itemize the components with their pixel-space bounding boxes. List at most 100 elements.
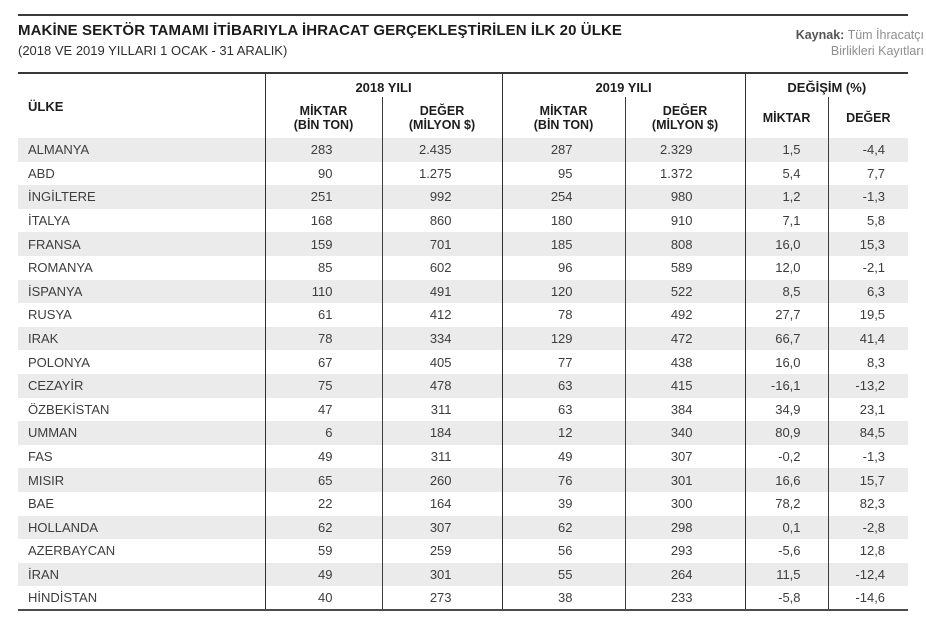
header-line-label: DEĞER [662,103,708,118]
source-text-2: Birlikleri Kayıtları [830,44,924,58]
table-row: FRANSA 159 701 185 808 16,0 15,3 [18,232,909,256]
change-miktar-cell: 80,9 [744,421,829,445]
deger-2018-cell: 273 [381,586,503,610]
change-miktar-cell: 16,6 [744,468,829,492]
deger-2018-cell: 491 [381,279,503,304]
change-miktar-cell: -5,8 [744,586,829,610]
miktar-2018-cell: 61 [264,303,382,327]
country-cell: BAE [28,496,55,512]
export-table: ÜLKE 2018 YILI 2019 YILI DEĞİŞİM (%) MİK… [18,72,909,611]
miktar-2018-cell: 47 [264,397,382,422]
table-row: İRAN 49 301 55 264 11,5 -12,4 [18,562,909,587]
change-miktar-cell: -0,2 [744,444,829,469]
table-row: UMMAN 6 184 12 340 80,9 84,5 [18,421,909,445]
table-row: ROMANYA 85 602 96 589 12,0 -2,1 [18,255,909,280]
change-miktar-cell: -5,6 [744,539,829,563]
change-deger-cell: 84,5 [827,421,909,445]
column-header-2018-miktar: MİKTAR (BİN TON) [264,97,382,138]
miktar-2019-cell: 78 [501,303,626,327]
change-deger-cell: -14,6 [827,586,909,610]
change-deger-cell: 12,8 [827,539,909,563]
deger-2019-cell: 1.372 [624,161,746,186]
miktar-2018-cell: 75 [264,373,382,398]
country-cell: ALMANYA [18,138,265,162]
change-deger-cell: 6,3 [827,279,909,304]
country-cell: IRAK [18,326,265,351]
change-deger-cell: 15,7 [827,468,909,492]
miktar-2018-cell: 62 [264,515,382,540]
change-deger-cell: -2,8 [827,515,909,540]
deger-2018-cell: 301 [381,562,503,587]
miktar-2018-cell: 283 [264,138,382,162]
miktar-2018-cell: 6 [264,421,382,445]
change-miktar-cell: 12,0 [744,255,829,280]
deger-2019-cell: 293 [624,539,746,563]
deger-2019-cell: 2.329 [624,138,746,162]
deger-2019-cell: 415 [624,373,746,398]
table-row: İSPANYA 110 491 120 522 8,5 6,3 [18,279,909,304]
miktar-2018-cell: 49 [264,562,382,587]
deger-2018-cell: 307 [381,515,503,540]
deger-2018-cell: 260 [381,468,503,492]
miktar-2018-cell: 85 [264,255,382,280]
title-block: MAKİNE SEKTÖR TAMAMI İTİBARIYLA İHRACAT … [18,22,718,58]
column-header-country: ÜLKE [18,73,265,138]
header-line-unit: (BİN TON) [533,117,594,132]
country-cell: RUSYA [28,307,72,323]
deger-2018-cell: 992 [381,185,503,209]
header-line-unit: (BİN TON) [293,117,354,132]
change-deger-cell: 5,8 [827,208,909,233]
column-group-2019: 2019 YILI [501,73,746,97]
deger-2018-cell: 184 [381,421,503,445]
miktar-2019-cell: 39 [501,491,626,516]
change-miktar-cell: 66,7 [744,326,829,351]
change-miktar-cell: 0,1 [744,515,829,540]
miktar-2018-cell: 78 [264,326,382,351]
miktar-2019-cell: 63 [501,373,626,398]
change-deger-cell: 7,7 [827,161,909,186]
deger-2019-cell: 589 [624,255,746,280]
deger-2018-cell: 602 [381,255,503,280]
deger-2018-cell: 412 [381,303,503,327]
deger-2019-cell: 264 [624,562,746,587]
deger-2019-cell: 438 [624,350,746,374]
page-subtitle: (2018 VE 2019 YILLARI 1 OCAK - 31 ARALIK… [18,43,288,58]
column-group-2018: 2018 YILI [264,73,503,97]
country-cell: HİNDİSTAN [28,590,98,606]
deger-2019-cell: 298 [624,515,746,540]
change-miktar-cell: 8,5 [744,279,829,304]
table-row: MISIR 65 260 76 301 16,6 15,7 [18,468,909,492]
header-line-label: MİKTAR [299,103,348,118]
miktar-2019-cell: 77 [501,350,626,374]
change-miktar-cell: 7,1 [744,208,829,233]
source-text-1: Tüm İhracatçı [847,28,924,42]
column-header-2018-deger: DEĞER (MİLYON $) [381,97,503,138]
change-miktar-cell: 5,4 [744,161,829,186]
country-cell: MISIR [18,468,265,492]
column-header-change-deger: DEĞER [827,97,909,138]
miktar-2019-cell: 96 [501,255,626,280]
deger-2019-cell: 472 [624,326,746,351]
miktar-2019-cell: 185 [501,232,626,256]
country-cell: CEZAYİR [18,373,265,398]
miktar-2019-cell: 56 [501,539,626,563]
miktar-2018-cell: 40 [264,586,382,610]
deger-2018-cell: 405 [381,350,503,374]
deger-2018-cell: 860 [381,208,503,233]
deger-2019-cell: 233 [624,586,746,610]
source-note: Kaynak: Tüm İhracatçı Birlikleri Kayıtla… [796,27,924,59]
group-header-row: ÜLKE 2018 YILI 2019 YILI DEĞİŞİM (%) [18,73,909,138]
deger-2019-cell: 384 [624,397,746,422]
country-cell: FAS [28,449,53,465]
deger-2018-cell: 2.435 [381,138,503,162]
change-deger-cell: 19,5 [827,303,909,327]
miktar-2018-cell: 159 [264,232,382,256]
miktar-2018-cell: 168 [264,208,382,233]
miktar-2018-cell: 65 [264,468,382,492]
miktar-2018-cell: 49 [264,444,382,469]
country-cell: POLONYA [28,354,90,370]
table-row: HİNDİSTAN 40 273 38 233 -5,8 -14,6 [18,586,909,610]
change-miktar-cell: 16,0 [744,232,829,256]
page-title: MAKİNE SEKTÖR TAMAMI İTİBARIYLA İHRACAT … [18,22,623,39]
miktar-2019-cell: 12 [501,421,626,445]
